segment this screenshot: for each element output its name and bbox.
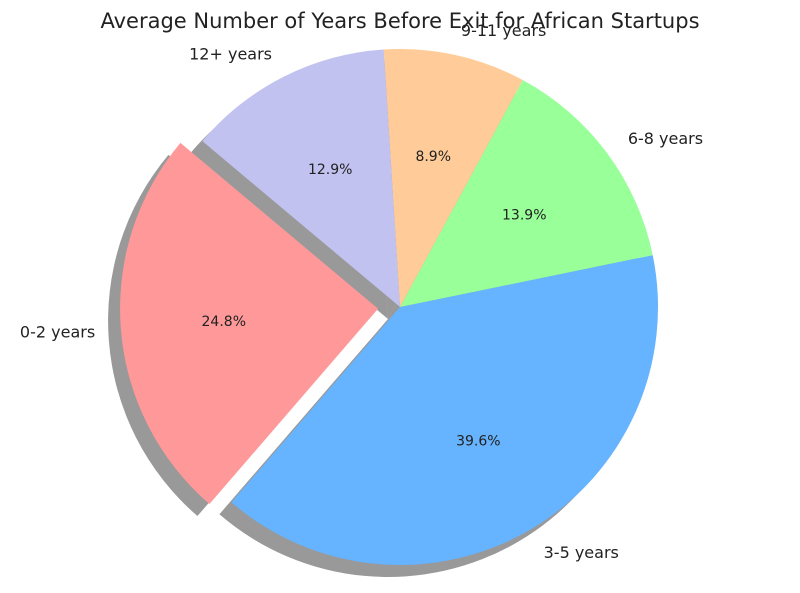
category-label-9-11-years: 9-11 years — [461, 21, 546, 40]
category-label-3-5-years: 3-5 years — [544, 543, 619, 562]
category-label-0-2-years: 0-2 years — [20, 323, 95, 342]
pie-slice-3-5-years — [231, 255, 659, 565]
percent-label-12-years: 12.9% — [308, 162, 352, 178]
percent-label-3-5-years: 39.6% — [456, 434, 500, 450]
slice-layer — [120, 49, 659, 565]
pie-slice-6-8-years — [400, 80, 653, 307]
pie-slice-0-2-years — [120, 142, 379, 505]
label-layer: 24.8% 0-2 years 39.6% 3-5 years 13.9% 6-8 yea… — [20, 21, 703, 562]
category-label-12-years: 12+ years — [189, 45, 272, 64]
percent-label-0-2-years: 24.8% — [202, 314, 246, 330]
pie-slice-12-years — [202, 49, 400, 307]
category-label-6-8-years: 6-8 years — [628, 129, 703, 148]
pie-slice-9-11-years — [383, 49, 523, 307]
chart-title: Average Number of Years Before Exit for … — [100, 9, 699, 33]
percent-label-6-8-years: 13.9% — [502, 208, 546, 224]
percent-label-9-11-years: 8.9% — [415, 149, 451, 165]
